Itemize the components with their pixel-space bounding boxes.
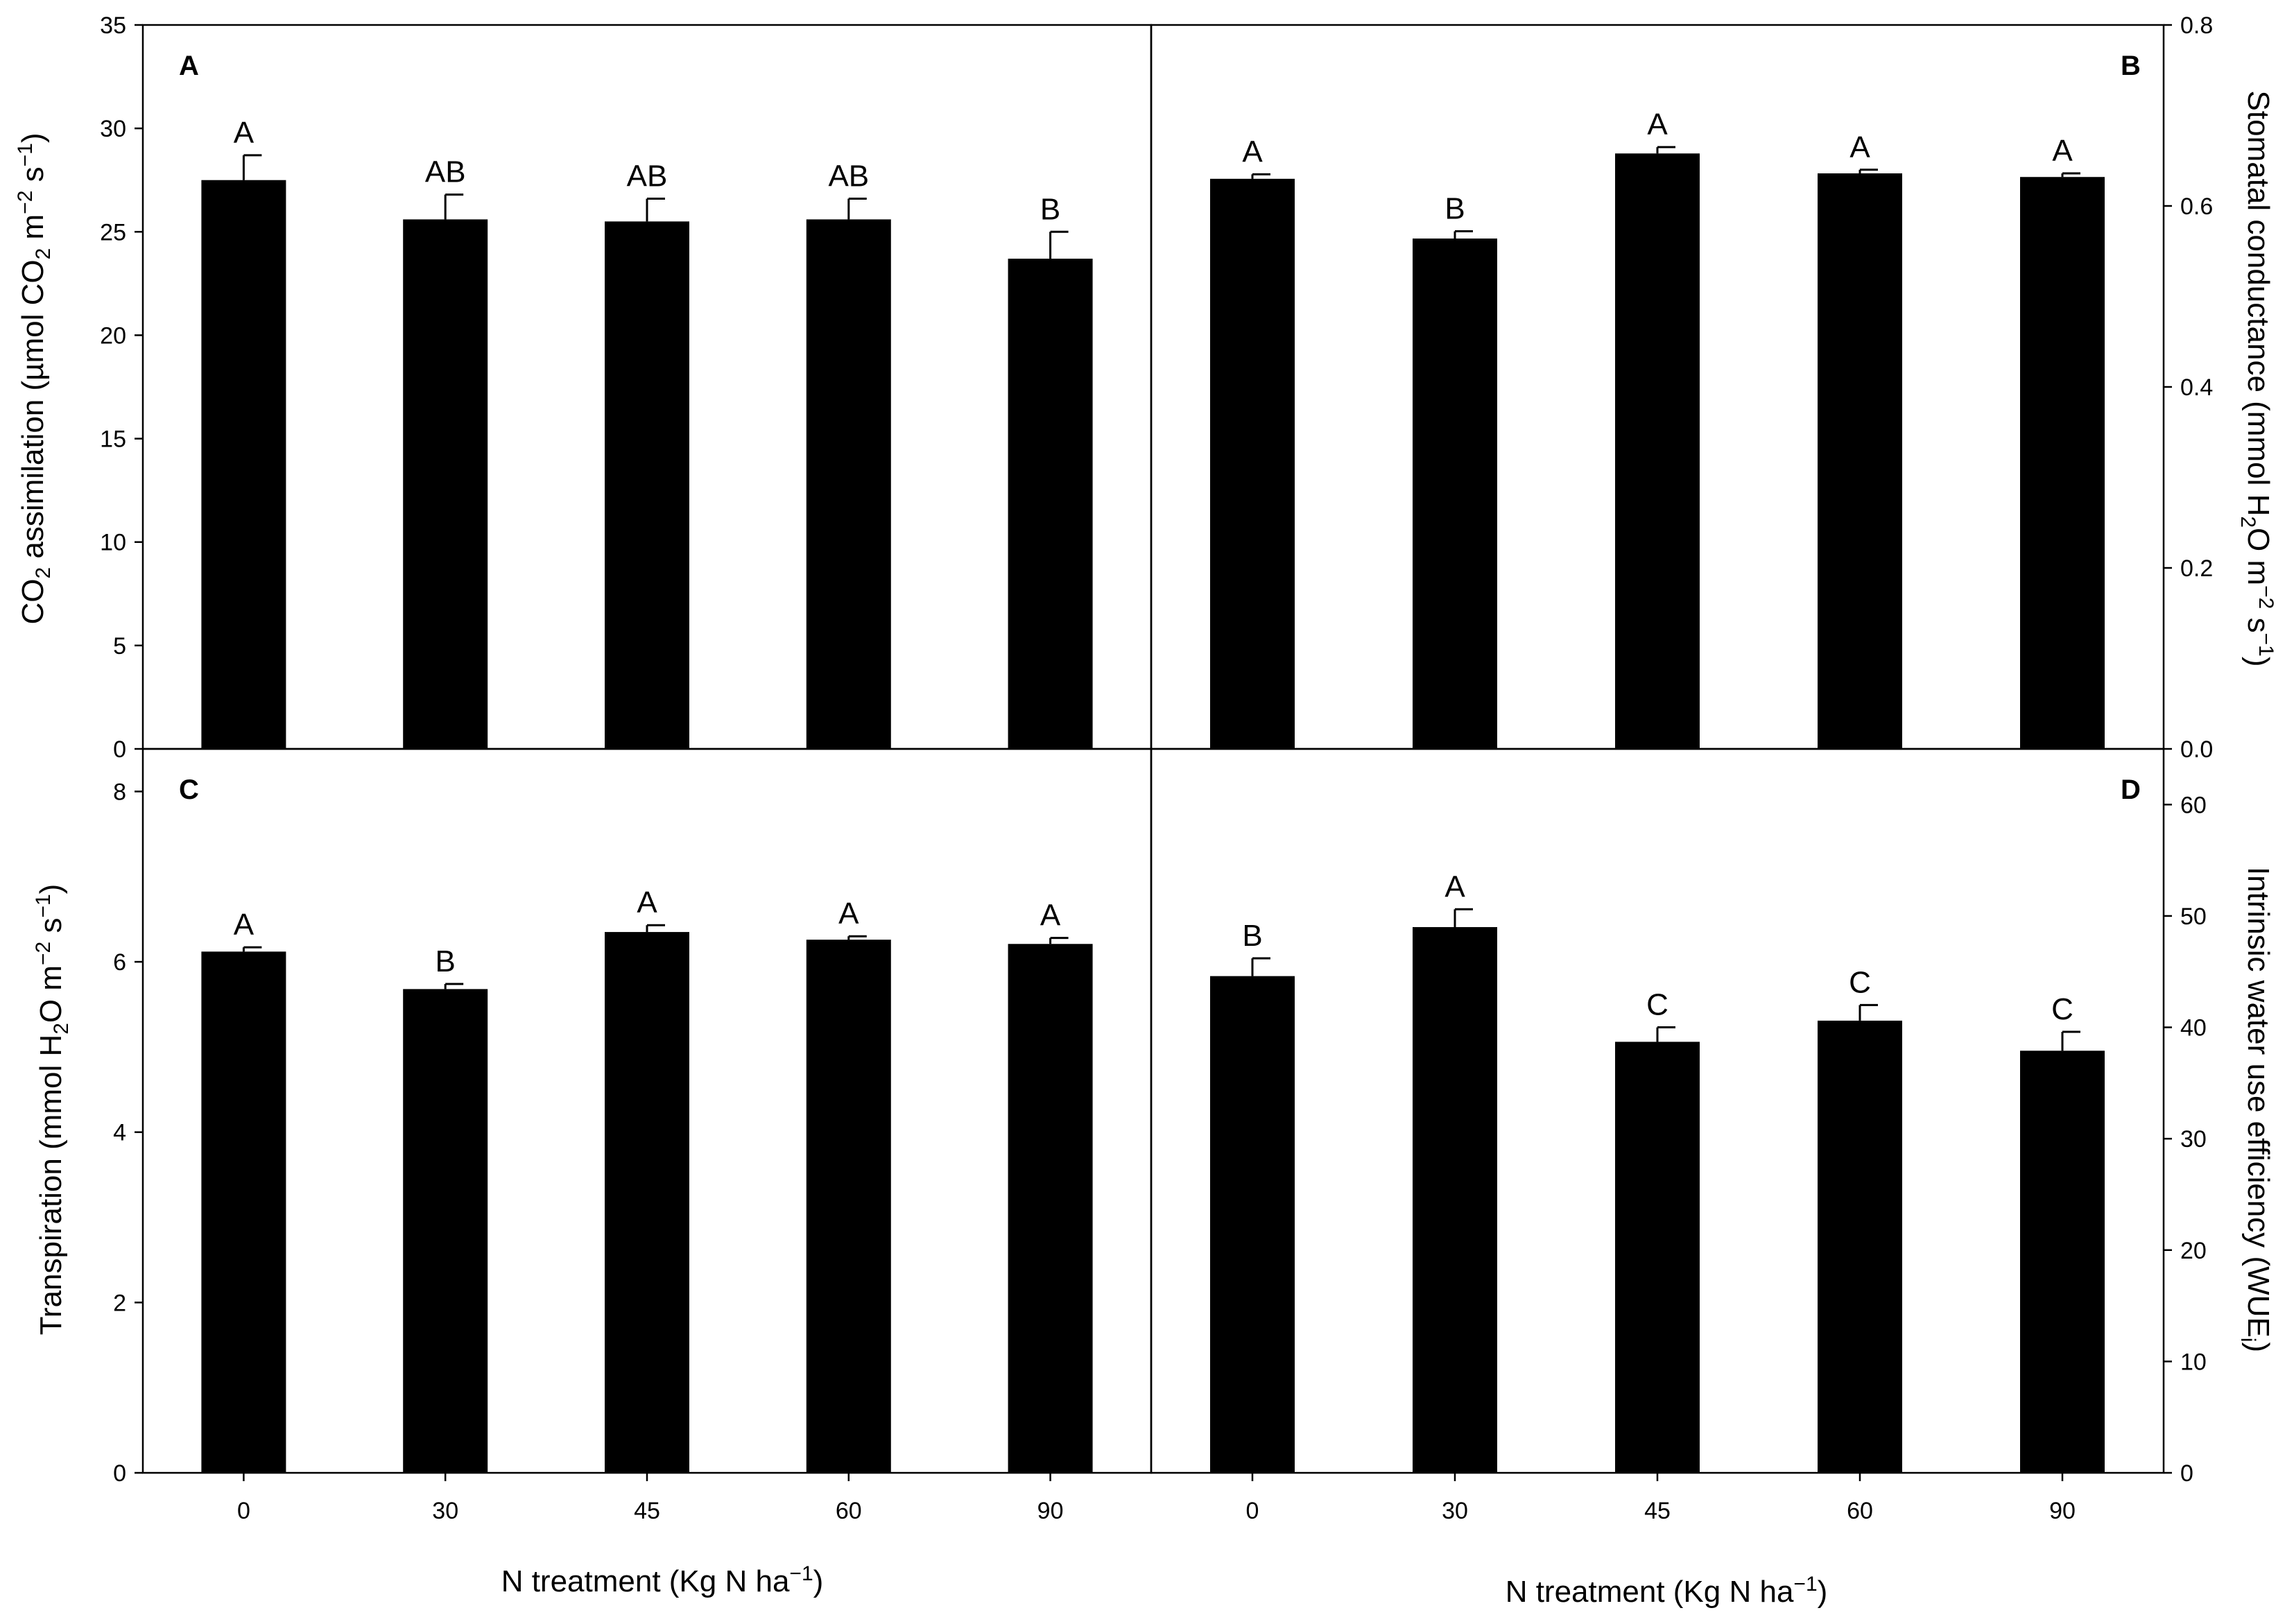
significance-label: B (1242, 919, 1262, 953)
y-tick-label: 10 (100, 530, 126, 556)
bar-c-0 (201, 951, 286, 1473)
significance-label: C (2051, 992, 2073, 1026)
x-axis-title-left: N treatment (Kg N ha−1) (501, 1562, 824, 1598)
y-tick-label: 0.6 (2180, 193, 2213, 220)
bar-a-45 (605, 221, 689, 749)
significance-label: AB (627, 159, 668, 193)
x-tick-label: 30 (1442, 1498, 1468, 1524)
significance-label: B (1040, 192, 1060, 226)
bar-b-30 (1413, 238, 1497, 750)
x-tick-label: 30 (432, 1498, 458, 1524)
panel-d-y-axis-title: Intrinsic water use efficiency (WUEi) (2236, 867, 2275, 1352)
y-tick-label: 0.2 (2180, 555, 2213, 582)
x-tick-label: 60 (836, 1498, 862, 1524)
significance-label: A (1647, 107, 1668, 141)
y-tick-label: 30 (2180, 1126, 2207, 1152)
bar-b-45 (1615, 153, 1700, 749)
y-tick-label: 10 (2180, 1349, 2207, 1375)
panel-b: 0.0 0.2 0.4 0.6 0.8 A B A A A B (1150, 12, 2213, 763)
significance-label: A (1444, 870, 1465, 904)
significance-label: C (1646, 988, 1668, 1022)
panel-a: 0 5 10 15 20 25 30 35 A AB AB AB B A (100, 12, 1153, 763)
x-tick-label: 90 (1037, 1498, 1064, 1524)
y-tick-label: 60 (2180, 792, 2207, 818)
panel-c-label: C (179, 775, 199, 805)
x-axis-title-right: N treatment (Kg N ha−1) (1506, 1573, 1828, 1609)
significance-label: A (234, 116, 255, 150)
significance-label: A (1849, 130, 1870, 164)
y-tick-label: 25 (100, 219, 126, 245)
bar-a-0 (201, 180, 286, 749)
y-tick-label: 40 (2180, 1015, 2207, 1042)
y-tick-label: 30 (100, 116, 126, 142)
y-tick-label: 0.4 (2180, 374, 2213, 401)
significance-label: AB (425, 155, 466, 189)
x-tick-label: 45 (1644, 1498, 1671, 1524)
panel-d: 0 10 20 30 40 50 60 B 0 A 30 C 45 C 60 C 90 D (1150, 748, 2207, 1524)
bar-d-45 (1615, 1042, 1700, 1473)
x-tick-label: 60 (1847, 1498, 1873, 1524)
x-tick-label: 0 (237, 1498, 250, 1524)
panel-c-y-axis-title: Transpiration (mmol H2O m−2 s−1) (32, 884, 73, 1336)
y-tick-label: 35 (100, 12, 126, 39)
significance-label: B (1444, 192, 1465, 226)
x-tick-label: 0 (1246, 1498, 1259, 1524)
y-tick-label: 8 (113, 779, 126, 805)
y-tick-label: 5 (113, 633, 126, 659)
bar-d-0 (1210, 976, 1295, 1473)
bar-c-60 (806, 940, 891, 1473)
bar-b-0 (1210, 178, 1295, 750)
y-tick-label: 0 (113, 736, 126, 763)
y-tick-label: 20 (100, 322, 126, 349)
bar-a-60 (806, 219, 891, 750)
significance-label: A (2052, 134, 2073, 168)
bar-c-90 (1008, 944, 1093, 1473)
bar-b-60 (1818, 173, 1902, 749)
bar-d-90 (2020, 1051, 2105, 1473)
significance-label: B (435, 944, 456, 978)
panel-b-y-axis-title: Stomatal conductance (mmol H2O m−2 s−1) (2236, 91, 2277, 667)
y-tick-label: 0.8 (2180, 12, 2213, 39)
y-tick-label: 2 (113, 1290, 126, 1316)
bar-a-30 (403, 219, 488, 750)
bar-d-60 (1818, 1020, 1902, 1473)
y-tick-label: 50 (2180, 904, 2207, 930)
y-tick-label: 0.0 (2180, 736, 2213, 763)
bar-c-30 (403, 989, 488, 1473)
panel-c: 0 2 4 6 8 A 0 B 30 A 45 A 60 A 90 C (113, 748, 1153, 1524)
bar-d-30 (1413, 926, 1497, 1473)
significance-label: A (637, 886, 657, 919)
significance-label: C (1849, 965, 1871, 999)
bar-c-45 (605, 932, 689, 1473)
significance-label: A (1040, 899, 1061, 933)
y-tick-label: 4 (113, 1120, 126, 1146)
panel-d-label: D (2121, 775, 2141, 805)
panel-a-label: A (179, 51, 199, 81)
panel-a-y-axis-title: CO2 assimilation (µmol CO2 m−2 s−1) (14, 132, 55, 624)
y-tick-label: 0 (2180, 1460, 2193, 1487)
panel-b-label: B (2121, 51, 2141, 81)
bar-b-90 (2020, 177, 2105, 750)
y-tick-label: 0 (113, 1460, 126, 1487)
x-tick-label: 45 (634, 1498, 660, 1524)
bar-a-90 (1008, 259, 1093, 749)
significance-label: A (234, 908, 255, 942)
x-tick-label: 90 (2049, 1498, 2076, 1524)
significance-label: AB (828, 159, 869, 193)
y-tick-label: 6 (113, 949, 126, 976)
y-tick-label: 15 (100, 426, 126, 453)
y-tick-label: 20 (2180, 1238, 2207, 1264)
significance-label: A (1242, 135, 1263, 169)
significance-label: A (838, 897, 859, 931)
